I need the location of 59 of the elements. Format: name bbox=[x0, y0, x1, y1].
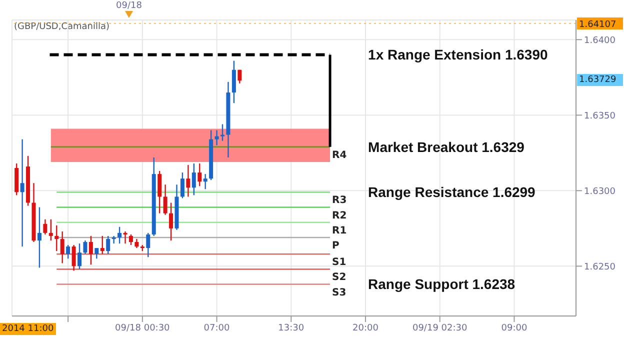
y-tick-label: 1.6350 bbox=[584, 111, 616, 122]
candlestick bbox=[48, 218, 53, 242]
candlestick bbox=[203, 173, 208, 190]
candlestick bbox=[54, 224, 59, 252]
y-tick-label: 1.6250 bbox=[584, 262, 616, 272]
series-label: P bbox=[332, 240, 340, 252]
chart-subtitle: (GBP/USD,Camanilla) bbox=[14, 22, 110, 32]
candlestick bbox=[186, 164, 190, 198]
candlestick bbox=[123, 230, 128, 244]
series-label: R4 bbox=[332, 150, 347, 161]
candlestick bbox=[37, 206, 42, 268]
x-tick-label: 09/18 00:30 bbox=[115, 323, 170, 334]
x-tick-label: 13:30 bbox=[278, 323, 304, 334]
candlestick bbox=[146, 232, 150, 258]
candlestick bbox=[232, 60, 236, 104]
x-tick-label: 07:00 bbox=[204, 323, 230, 334]
candlestick bbox=[192, 162, 196, 196]
series-label: R3 bbox=[332, 195, 347, 206]
candlestick bbox=[128, 234, 133, 246]
candlestick bbox=[214, 130, 219, 146]
x-tick-label: 09/19 02:30 bbox=[412, 323, 468, 334]
x-tick-label: 09:00 bbox=[501, 323, 528, 334]
candlestick bbox=[118, 226, 122, 244]
x-tick-label: 20:00 bbox=[352, 323, 379, 334]
candlestick bbox=[198, 162, 202, 187]
candlestick bbox=[220, 124, 224, 142]
candlestick bbox=[72, 244, 76, 272]
text: 2014 11:00 bbox=[0, 323, 56, 335]
annotation: Market Breakout 1.6329 bbox=[368, 138, 525, 155]
y-tick-label: 1.6400 bbox=[584, 36, 616, 46]
candlestick bbox=[20, 138, 24, 248]
candlestick bbox=[180, 172, 184, 199]
candlestick bbox=[60, 230, 64, 264]
candlestick bbox=[83, 240, 88, 255]
text: 09/18 bbox=[115, 1, 143, 13]
candlestick bbox=[43, 218, 48, 236]
candlestick bbox=[94, 247, 99, 260]
candlestick bbox=[106, 235, 110, 255]
series-label: S3 bbox=[332, 287, 346, 298]
annotation: 1x Range Extension 1.6390 bbox=[368, 46, 548, 63]
series-label: S2 bbox=[332, 272, 346, 284]
candlestick bbox=[77, 242, 82, 270]
y-tick-label: 1.6300 bbox=[584, 186, 616, 197]
candlestick bbox=[134, 238, 139, 249]
series-label: R2 bbox=[332, 210, 347, 222]
text: 1.63729 bbox=[577, 74, 623, 86]
candlestick bbox=[66, 244, 70, 260]
candlestick bbox=[169, 202, 174, 242]
candlestick bbox=[158, 170, 162, 214]
series-label: S1 bbox=[332, 257, 346, 268]
series-label: R1 bbox=[332, 225, 347, 236]
candlestick bbox=[100, 235, 104, 255]
candlestick bbox=[163, 184, 168, 216]
candlestick bbox=[238, 69, 242, 84]
ref-line-label: 1.64107 bbox=[579, 20, 616, 30]
annotation: Range Resistance 1.6299 bbox=[368, 184, 536, 200]
candlestick bbox=[88, 235, 93, 266]
annotation: Range Support 1.6238 bbox=[368, 276, 516, 292]
candlestick bbox=[112, 235, 116, 244]
